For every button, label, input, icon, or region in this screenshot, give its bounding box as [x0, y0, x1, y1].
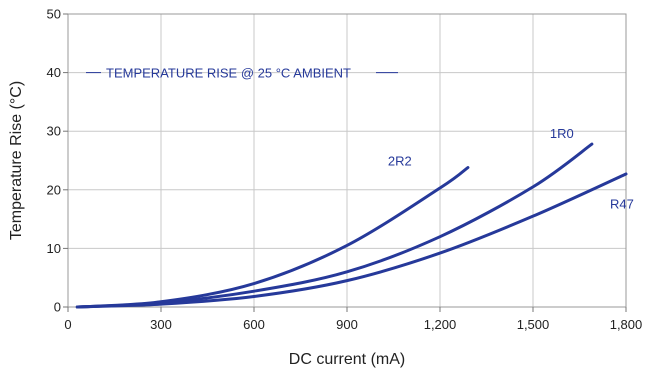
x-tick-label: 900: [336, 317, 358, 332]
series-line-r47: [75, 172, 628, 309]
axis-ticks: 0 300 600 900 1,200 1,500 1,800 0 10 20 30 40 50: [47, 7, 643, 333]
x-axis-title: DC current (mA): [289, 351, 405, 368]
series-label-r47: R47: [610, 197, 634, 212]
annotation-text: TEMPERATURE RISE @ 25 °C AMBIENT: [106, 66, 351, 81]
y-axis-title: Temperature Rise (°C): [8, 81, 25, 240]
series-label-1r0: 1R0: [550, 126, 574, 141]
y-tick-label: 20: [47, 182, 61, 197]
x-tick-label: 1,200: [424, 317, 457, 332]
x-tick-label: 0: [64, 317, 71, 332]
y-tick-label: 40: [47, 65, 61, 80]
x-tick-label: 1,500: [517, 317, 550, 332]
y-tick-label: 10: [47, 241, 61, 256]
series-line-2r2: [75, 166, 470, 309]
grid-lines: [67, 13, 627, 308]
x-tick-label: 300: [150, 317, 172, 332]
y-tick-label: 0: [54, 300, 61, 315]
annotation: TEMPERATURE RISE @ 25 °C AMBIENT: [86, 66, 398, 81]
series-lines: 2R2 1R0 R47: [75, 126, 634, 309]
x-tick-label: 1,800: [610, 317, 643, 332]
y-tick-label: 50: [47, 7, 61, 22]
y-tick-label: 30: [47, 124, 61, 139]
series-label-2r2: 2R2: [388, 154, 412, 169]
x-tick-label: 600: [243, 317, 265, 332]
